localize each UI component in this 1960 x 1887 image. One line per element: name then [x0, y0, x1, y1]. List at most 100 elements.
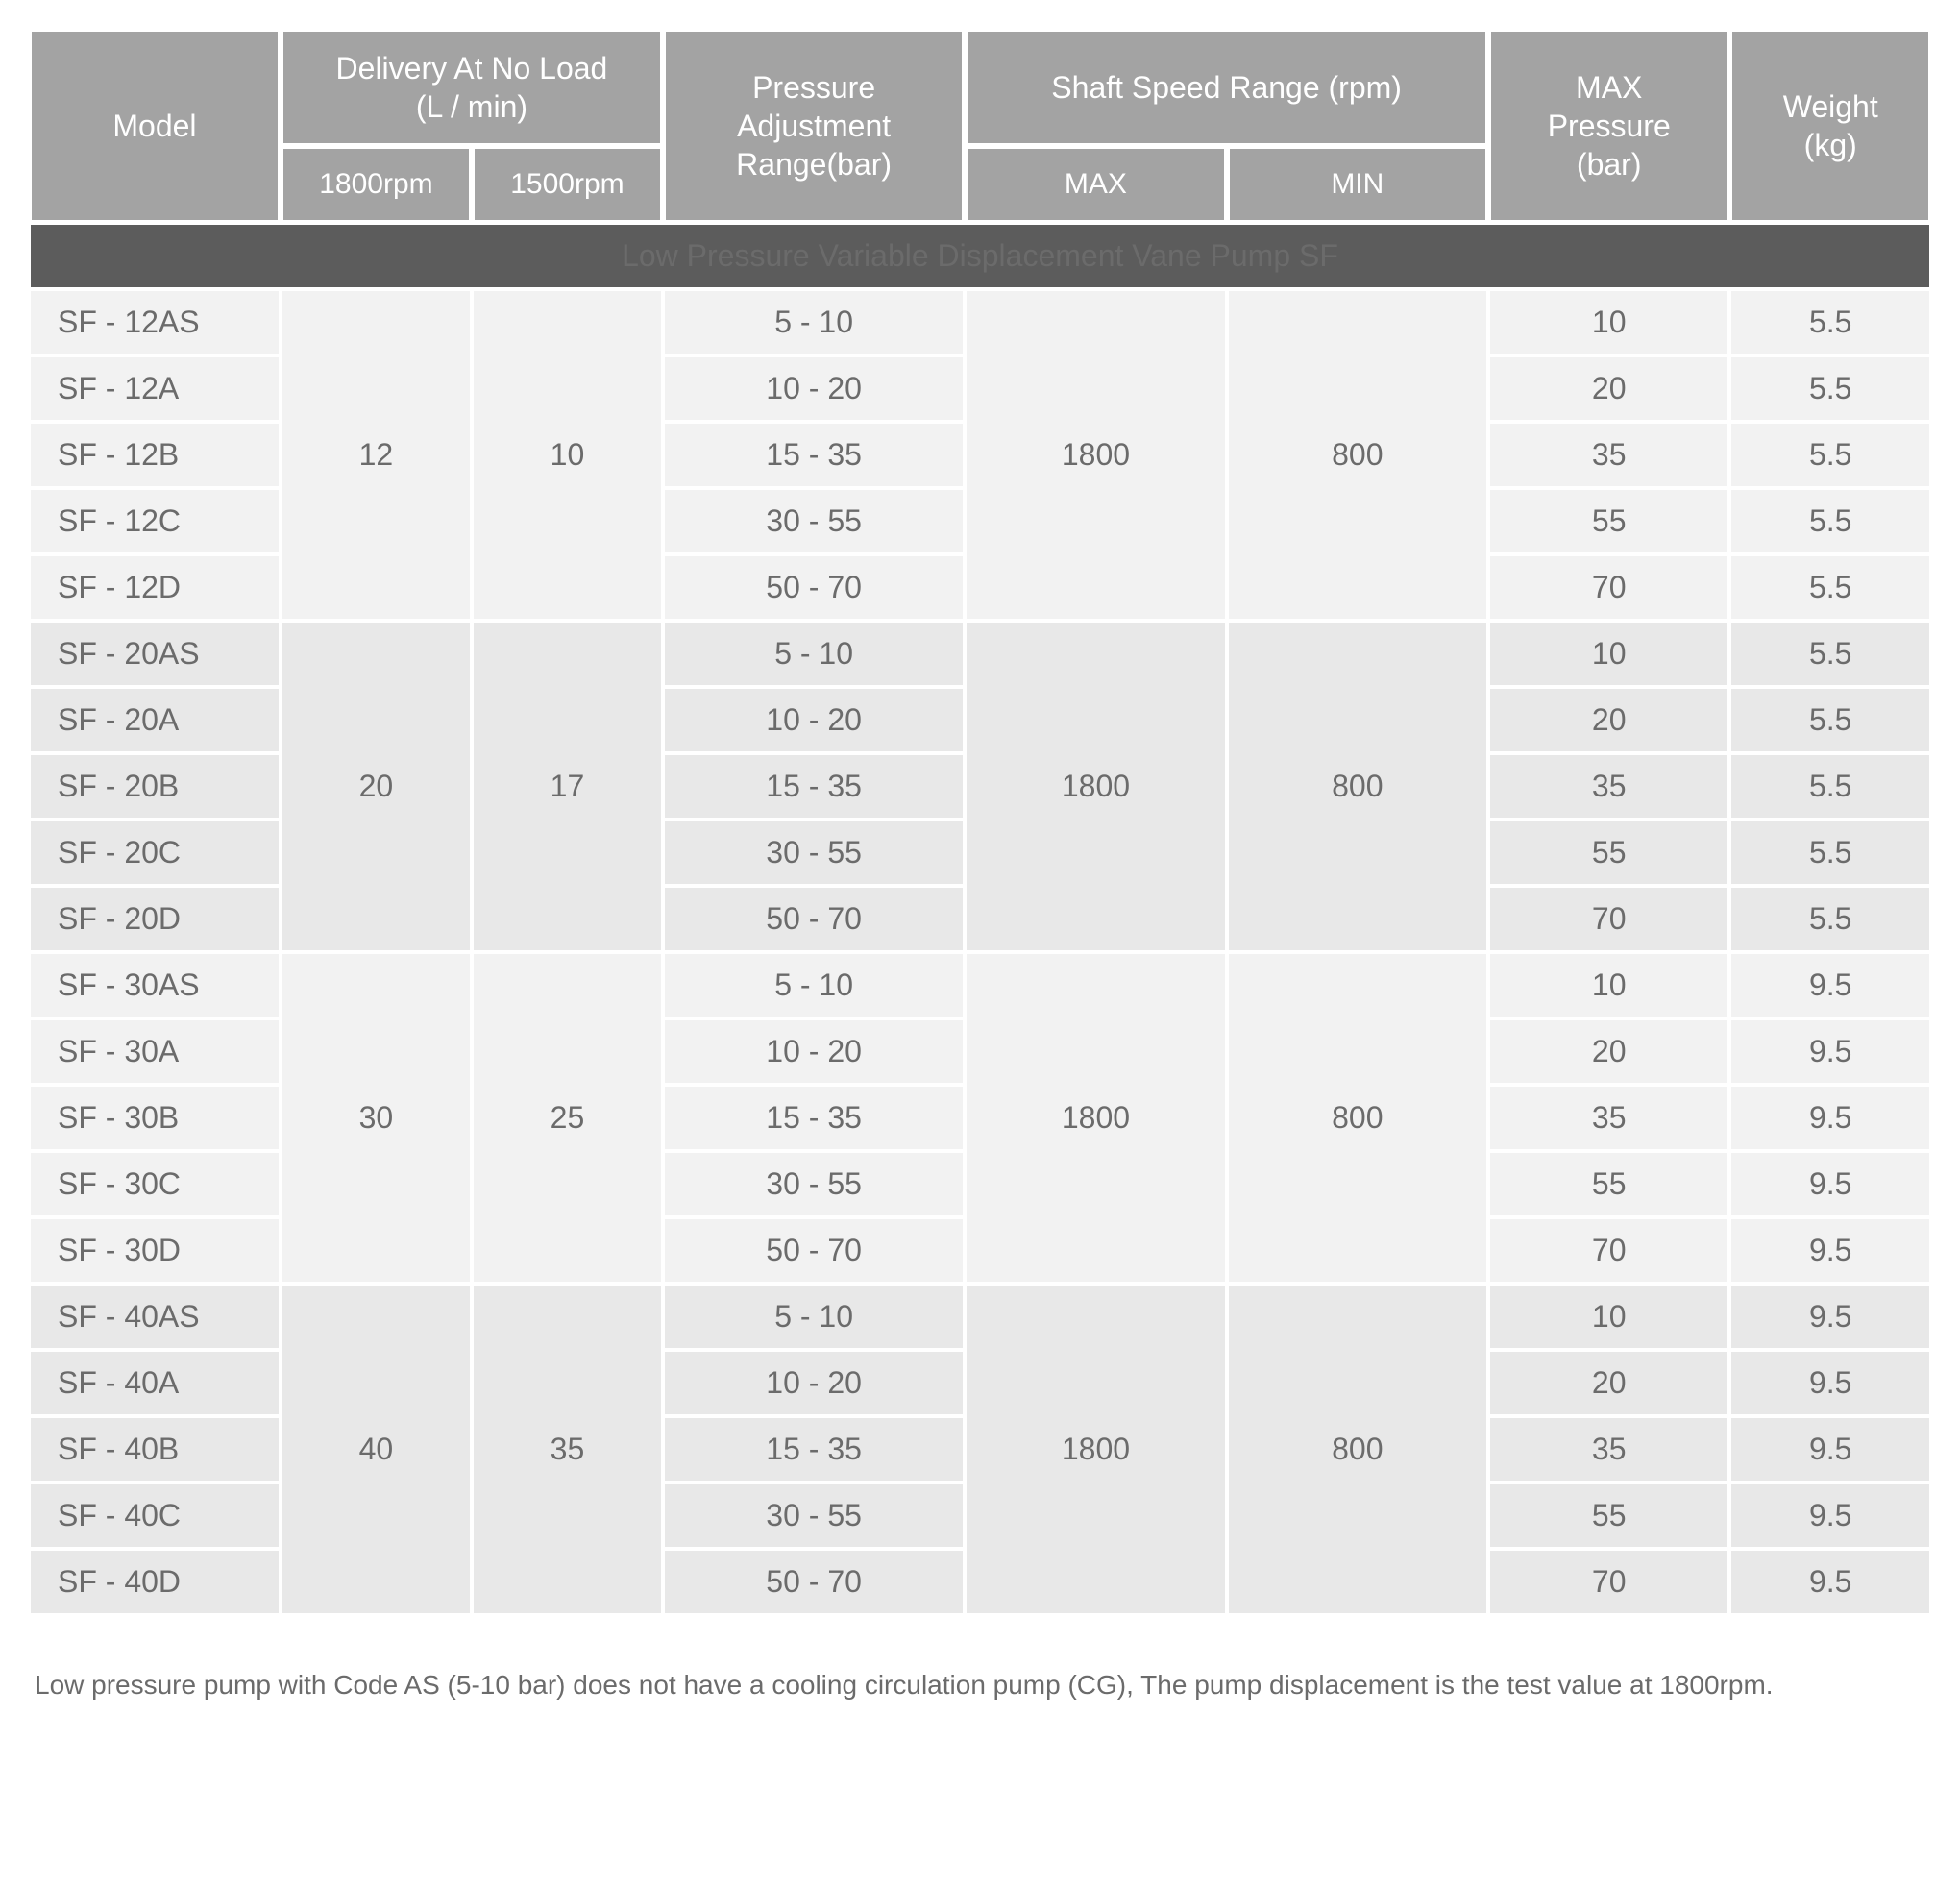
cell-max-pressure: 70	[1488, 1549, 1729, 1615]
cell-max-pressure: 35	[1488, 1416, 1729, 1483]
cell-weight: 9.5	[1729, 1549, 1931, 1615]
cell-model: SF - 20AS	[29, 621, 281, 687]
cell-model: SF - 40A	[29, 1350, 281, 1416]
col-model: Model	[29, 29, 281, 223]
cell-delivery-1800: 20	[281, 621, 472, 952]
cell-weight: 5.5	[1729, 621, 1931, 687]
cell-shaft-min: 800	[1227, 621, 1488, 952]
table-row: SF - 20AS20175 - 101800800105.5	[29, 621, 1931, 687]
cell-weight: 9.5	[1729, 1284, 1931, 1350]
cell-max-pressure: 10	[1488, 621, 1729, 687]
cell-weight: 5.5	[1729, 687, 1931, 753]
cell-model: SF - 30AS	[29, 952, 281, 1018]
section-row: Low Pressure Variable Displacement Vane …	[29, 223, 1931, 289]
col-shaft-group: Shaft Speed Range (rpm)	[965, 29, 1488, 146]
cell-model: SF - 20C	[29, 820, 281, 886]
table-header: Model Delivery At No Load(L / min) Press…	[29, 29, 1931, 223]
spec-table: Model Delivery At No Load(L / min) Press…	[29, 29, 1931, 1615]
cell-shaft-max: 1800	[965, 289, 1226, 621]
cell-weight: 9.5	[1729, 1217, 1931, 1284]
cell-pressure-range: 50 - 70	[663, 554, 965, 621]
cell-weight: 9.5	[1729, 1085, 1931, 1151]
cell-model: SF - 30B	[29, 1085, 281, 1151]
cell-model: SF - 40B	[29, 1416, 281, 1483]
cell-weight: 5.5	[1729, 488, 1931, 554]
cell-pressure-range: 5 - 10	[663, 1284, 965, 1350]
cell-weight: 5.5	[1729, 753, 1931, 820]
cell-pressure-range: 15 - 35	[663, 1416, 965, 1483]
cell-max-pressure: 70	[1488, 554, 1729, 621]
col-max-pressure: MAXPressure(bar)	[1488, 29, 1729, 223]
cell-weight: 9.5	[1729, 952, 1931, 1018]
cell-pressure-range: 5 - 10	[663, 289, 965, 355]
cell-max-pressure: 10	[1488, 289, 1729, 355]
col-pressure-adjust: PressureAdjustmentRange(bar)	[663, 29, 965, 223]
cell-max-pressure: 55	[1488, 820, 1729, 886]
cell-model: SF - 30D	[29, 1217, 281, 1284]
cell-delivery-1500: 25	[472, 952, 663, 1284]
section-title: Low Pressure Variable Displacement Vane …	[29, 223, 1931, 289]
cell-max-pressure: 70	[1488, 1217, 1729, 1284]
col-delivery-1800: 1800rpm	[281, 146, 472, 223]
cell-pressure-range: 50 - 70	[663, 1549, 965, 1615]
cell-delivery-1800: 30	[281, 952, 472, 1284]
cell-pressure-range: 5 - 10	[663, 952, 965, 1018]
cell-max-pressure: 55	[1488, 488, 1729, 554]
cell-model: SF - 12D	[29, 554, 281, 621]
cell-max-pressure: 10	[1488, 952, 1729, 1018]
cell-weight: 9.5	[1729, 1350, 1931, 1416]
cell-max-pressure: 55	[1488, 1151, 1729, 1217]
cell-model: SF - 20B	[29, 753, 281, 820]
cell-max-pressure: 35	[1488, 422, 1729, 488]
cell-pressure-range: 30 - 55	[663, 1483, 965, 1549]
cell-pressure-range: 10 - 20	[663, 687, 965, 753]
cell-delivery-1500: 10	[472, 289, 663, 621]
cell-model: SF - 30C	[29, 1151, 281, 1217]
cell-weight: 5.5	[1729, 820, 1931, 886]
cell-model: SF - 40D	[29, 1549, 281, 1615]
cell-weight: 9.5	[1729, 1151, 1931, 1217]
cell-max-pressure: 10	[1488, 1284, 1729, 1350]
cell-pressure-range: 10 - 20	[663, 355, 965, 422]
col-shaft-min: MIN	[1227, 146, 1488, 223]
cell-model: SF - 30A	[29, 1018, 281, 1085]
cell-weight: 9.5	[1729, 1018, 1931, 1085]
cell-model: SF - 12C	[29, 488, 281, 554]
cell-delivery-1500: 35	[472, 1284, 663, 1615]
cell-model: SF - 40C	[29, 1483, 281, 1549]
cell-weight: 5.5	[1729, 422, 1931, 488]
cell-model: SF - 20D	[29, 886, 281, 952]
cell-pressure-range: 5 - 10	[663, 621, 965, 687]
cell-shaft-max: 1800	[965, 1284, 1226, 1615]
cell-pressure-range: 15 - 35	[663, 753, 965, 820]
cell-pressure-range: 10 - 20	[663, 1350, 965, 1416]
cell-max-pressure: 20	[1488, 1018, 1729, 1085]
cell-model: SF - 12AS	[29, 289, 281, 355]
cell-max-pressure: 70	[1488, 886, 1729, 952]
cell-model: SF - 20A	[29, 687, 281, 753]
cell-shaft-min: 800	[1227, 289, 1488, 621]
footnote: Low pressure pump with Code AS (5-10 bar…	[29, 1665, 1931, 1705]
cell-max-pressure: 35	[1488, 753, 1729, 820]
cell-max-pressure: 35	[1488, 1085, 1729, 1151]
cell-weight: 5.5	[1729, 289, 1931, 355]
table-row: SF - 12AS12105 - 101800800105.5	[29, 289, 1931, 355]
cell-model: SF - 12A	[29, 355, 281, 422]
cell-weight: 5.5	[1729, 355, 1931, 422]
cell-shaft-max: 1800	[965, 952, 1226, 1284]
cell-delivery-1800: 40	[281, 1284, 472, 1615]
cell-pressure-range: 30 - 55	[663, 820, 965, 886]
table-row: SF - 30AS30255 - 101800800109.5	[29, 952, 1931, 1018]
cell-weight: 5.5	[1729, 554, 1931, 621]
cell-pressure-range: 15 - 35	[663, 1085, 965, 1151]
cell-max-pressure: 20	[1488, 687, 1729, 753]
cell-pressure-range: 50 - 70	[663, 886, 965, 952]
cell-weight: 9.5	[1729, 1483, 1931, 1549]
cell-shaft-min: 800	[1227, 1284, 1488, 1615]
cell-delivery-1800: 12	[281, 289, 472, 621]
cell-pressure-range: 15 - 35	[663, 422, 965, 488]
cell-max-pressure: 20	[1488, 1350, 1729, 1416]
cell-model: SF - 12B	[29, 422, 281, 488]
cell-pressure-range: 50 - 70	[663, 1217, 965, 1284]
table-body: Low Pressure Variable Displacement Vane …	[29, 223, 1931, 1615]
